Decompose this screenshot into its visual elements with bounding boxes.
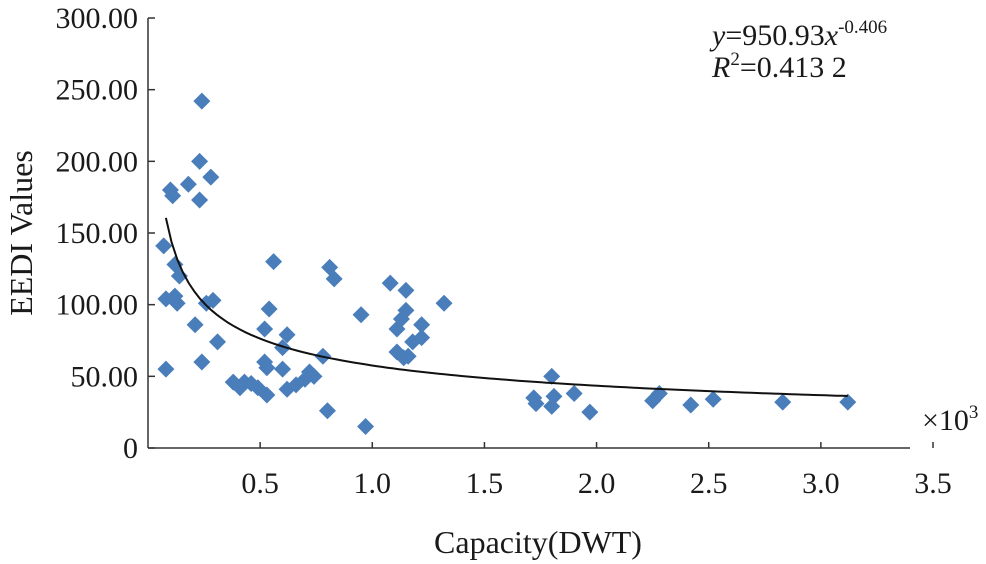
data-point [774,393,792,411]
regression-equation: y=950.93x-0.406 [709,17,887,52]
data-point [527,395,545,413]
x-tick-label: 3.5 [914,467,952,500]
data-point [274,360,292,378]
data-point [274,339,292,357]
data-point [191,152,209,170]
data-point [435,294,453,312]
y-tick-label: 300.00 [56,2,139,35]
data-point [581,403,599,421]
data-point [179,175,197,193]
x-axis-multiplier: ×103 [922,402,978,437]
data-point [381,274,399,292]
data-point [258,359,276,377]
data-point [318,402,336,420]
data-point [357,418,375,435]
x-tick-label: 1.0 [354,467,392,500]
y-tick-label: 0 [123,432,138,465]
data-point [265,253,283,271]
y-tick-label: 200.00 [56,145,139,178]
data-point [404,333,422,351]
x-tick-label: 3.0 [802,467,840,500]
data-point [682,396,700,414]
x-axis-ticks: 0.5 1.0 1.5 2.0 2.5 3.0 3.5 [241,442,952,500]
data-point [839,393,857,411]
data-point [193,92,211,110]
x-axis-title: Capacity(DWT) [434,524,642,560]
data-point [209,333,227,351]
r-squared-label: R2=0.413 2 [711,49,847,84]
data-point [157,360,175,378]
data-point [155,237,173,255]
x-tick-label: 0.5 [241,467,279,500]
y-tick-label: 100.00 [56,289,139,322]
data-point [193,353,211,371]
data-point [543,367,561,385]
trend-line [164,217,848,397]
data-point [392,310,410,328]
y-axis-ticks: 0 50.00 100.00 150.00 200.00 250.00 300.00 [56,2,155,465]
data-point [278,326,296,344]
y-tick-label: 150.00 [56,217,139,250]
y-tick-label: 50.00 [71,360,139,393]
data-point [300,363,318,381]
data-point [168,294,186,312]
data-point [191,191,209,209]
data-point [352,306,370,324]
data-point [413,316,431,334]
data-point [202,168,220,186]
x-tick-label: 2.0 [578,467,616,500]
data-point [186,316,204,334]
data-point [164,187,182,205]
x-tick-label: 1.5 [466,467,504,500]
data-point [260,300,278,318]
x-tick-label: 2.5 [690,467,728,500]
data-point [397,281,415,299]
data-point [399,347,417,365]
data-point [197,294,215,312]
data-point [325,270,343,288]
data-point [704,390,722,408]
y-tick-label: 250.00 [56,74,139,107]
data-point [256,320,274,338]
data-point [565,385,583,403]
data-point [545,387,563,405]
data-point [258,386,276,404]
data-points [155,92,857,435]
y-axis-title: EEDI Values [3,150,39,316]
